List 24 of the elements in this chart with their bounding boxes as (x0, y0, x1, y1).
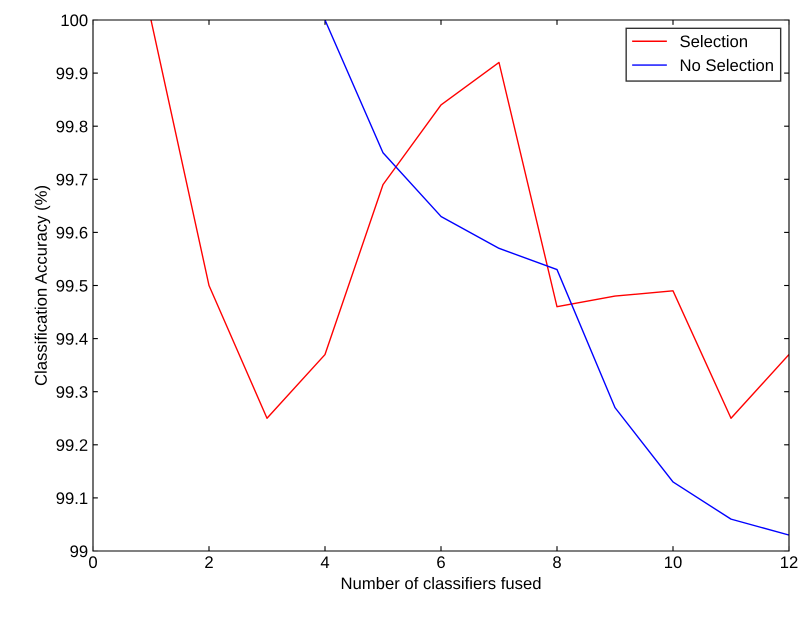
y-tick-label: 99.9 (56, 68, 88, 80)
y-tick-label: 99 (70, 545, 88, 558)
x-tick-label: 2 (205, 556, 213, 568)
y-tick-label: 99.2 (56, 439, 88, 452)
y-tick-label: 99.8 (56, 120, 88, 132)
x-tick-label: 6 (437, 556, 445, 568)
y-tick-label: 99.7 (56, 174, 88, 186)
x-tick-label: 8 (553, 556, 561, 568)
line-series (150, 20, 789, 419)
y-tick-label: 99.3 (56, 386, 88, 398)
line-series (324, 20, 789, 536)
y-tick-label: 99.6 (56, 226, 88, 239)
y-tick-label: 100 (62, 14, 88, 26)
y-tick-label: 99.4 (56, 333, 88, 345)
y-tick-label: 99.5 (56, 280, 88, 292)
y-tick-label: 99.1 (56, 492, 88, 504)
x-tick-label: 4 (320, 556, 330, 568)
x-tick-label: 12 (781, 556, 798, 568)
legend-label: No Selection (680, 58, 773, 72)
legend-label: Selection (680, 35, 747, 48)
x-tick-label: 0 (89, 556, 97, 568)
x-axis-title: Number of classifiers fused (342, 576, 540, 590)
y-axis-title: Classification Accuracy (%) (34, 186, 50, 386)
x-tick-label: 10 (665, 556, 682, 568)
